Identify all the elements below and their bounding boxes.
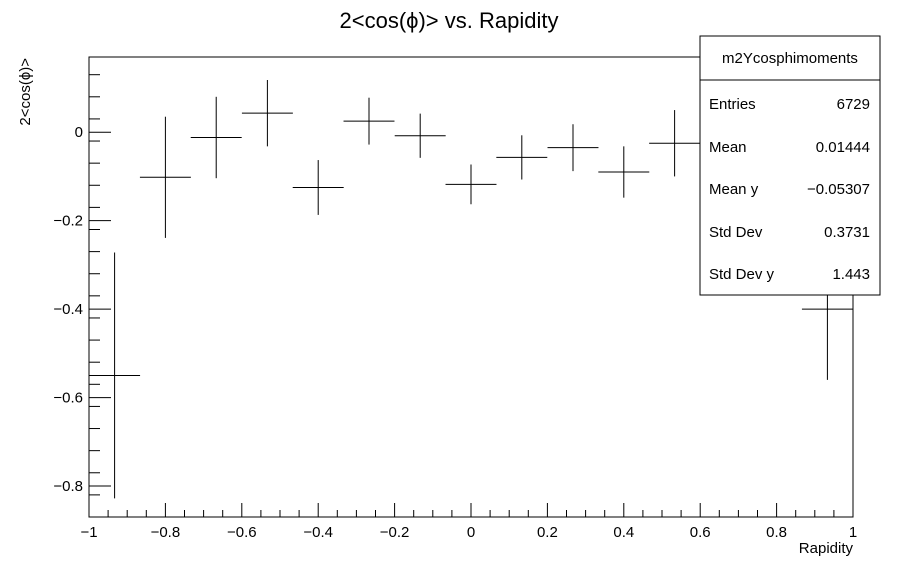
stats-label-mean-y: Mean y [709, 181, 759, 198]
data-point [190, 96, 242, 179]
stats-value-std-dev: 0.3731 [824, 224, 870, 241]
data-point [139, 116, 191, 238]
stats-label-std-dev-y: Std Dev y [709, 266, 775, 283]
stats-value-mean-y: −0.05307 [807, 181, 870, 198]
x-tick-label: 0 [467, 524, 475, 541]
stats-box-frame [699, 35, 881, 296]
data-point [394, 113, 446, 158]
data-point [343, 97, 395, 145]
data-point [598, 146, 650, 198]
chart-title: 2<cos(ϕ)> vs. Rapidity [340, 8, 559, 33]
x-tick-label: 0.2 [537, 524, 558, 541]
x-tick-label: −1 [80, 524, 97, 541]
x-tick-label: −0.6 [227, 524, 257, 541]
x-axis-label: Rapidity [799, 540, 854, 557]
y-tick-label: −0.6 [53, 390, 83, 407]
data-point [292, 160, 344, 215]
y-axis-label: 2<cos(ϕ)> [17, 58, 34, 126]
data-point [649, 110, 701, 177]
y-tick-label: 0 [75, 124, 83, 141]
data-point [445, 164, 497, 205]
x-tick-label: −0.2 [380, 524, 410, 541]
stats-value-entries: 6729 [837, 96, 870, 113]
stats-box: m2Ycosphimoments Entries 6729 Mean 0.014… [699, 35, 881, 296]
y-tick-label: −0.8 [53, 478, 83, 495]
y-tick-label: −0.4 [53, 301, 83, 318]
data-point [547, 124, 599, 172]
x-tick-label: 1 [849, 524, 857, 541]
y-tick-label: −0.2 [53, 213, 83, 230]
stats-label-entries: Entries [709, 96, 756, 113]
stats-label-std-dev: Std Dev [709, 224, 763, 241]
stats-value-mean: 0.01444 [816, 139, 870, 156]
stats-box-title: m2Ycosphimoments [722, 50, 858, 67]
y-axis: −0.8 −0.6 −0.4 −0.2 0 [53, 74, 111, 518]
x-tick-label: −0.4 [303, 524, 333, 541]
x-tick-label: −0.8 [151, 524, 181, 541]
x-tick-label: 0.8 [766, 524, 787, 541]
x-tick-label: 0.6 [690, 524, 711, 541]
data-point [241, 80, 293, 147]
data-point [89, 252, 141, 499]
stats-value-std-dev-y: 1.443 [832, 266, 870, 283]
x-tick-label: 0.4 [613, 524, 634, 541]
x-axis: −1 −0.8 −0.6 −0.4 −0.2 0 0.2 0.4 0.6 0.8 1 [80, 503, 857, 541]
data-point [496, 135, 548, 180]
stats-label-mean: Mean [709, 139, 747, 156]
